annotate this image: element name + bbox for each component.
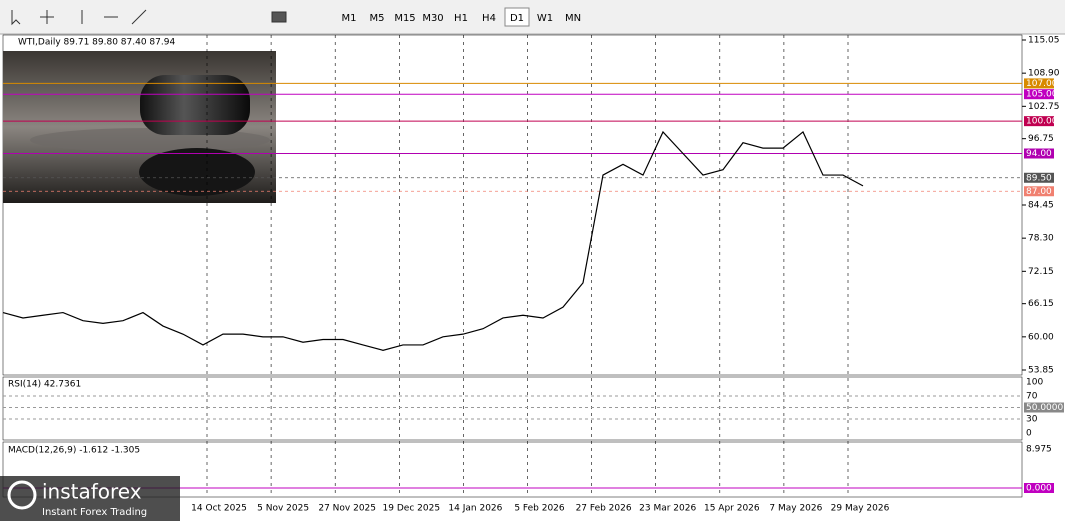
date-label: 19 Dec 2025 [383, 504, 441, 514]
date-label: 5 Nov 2025 [257, 504, 309, 514]
level-tag [1024, 116, 1054, 127]
date-label: 5 Feb 2026 [514, 504, 565, 514]
date-label: 23 Mar 2026 [639, 504, 696, 514]
level-tag [1024, 78, 1054, 89]
chart-header: WTI,Daily 89.71 89.80 87.40 87.94 [18, 38, 175, 48]
news-image [3, 51, 276, 203]
level-tag [1024, 148, 1054, 159]
macd-header: MACD(12,26,9) -1.612 -1.305 [8, 446, 140, 456]
rsi-label: 0 [1026, 429, 1032, 439]
timeframe-button[interactable]: W1 [537, 13, 553, 24]
level-label: 94.00 [1026, 149, 1052, 159]
date-label: 27 Feb 2026 [576, 504, 632, 514]
timeframe-button[interactable]: H4 [482, 13, 496, 24]
level-label: 105.00 [1026, 90, 1058, 100]
timeframe-button[interactable]: H1 [454, 13, 468, 24]
macd-tag [1024, 483, 1054, 493]
rsi-header: RSI(14) 42.7361 [8, 380, 81, 390]
price-label: 53.85 [1028, 366, 1054, 376]
tool-icons[interactable] [11, 9, 287, 26]
level-label: 107.00 [1026, 79, 1058, 89]
level-label: 89.50 [1026, 173, 1052, 183]
timeframe-button[interactable]: D1 [510, 13, 524, 24]
rsi-label: 100 [1026, 378, 1043, 388]
level-tag [1024, 89, 1054, 100]
price-line [2, 130, 864, 351]
price-label: 60.00 [1028, 332, 1054, 342]
rsi-label: 30 [1026, 415, 1038, 425]
date-label: 29 May 2026 [831, 504, 890, 514]
toolbar [0, 0, 1065, 34]
macd-label: 8.975 [1026, 445, 1052, 455]
date-label: 14 Jan 2026 [448, 504, 502, 514]
level-tag [1024, 172, 1054, 183]
level-label: 100.00 [1026, 117, 1058, 127]
price-label: 66.15 [1028, 299, 1054, 309]
rsi-pane [2, 376, 1023, 441]
date-label: 14 Oct 2025 [191, 504, 247, 514]
date-label: 7 May 2026 [769, 504, 822, 514]
price-label: 108.90 [1028, 69, 1060, 79]
level-label: 87.00 [1026, 187, 1052, 197]
logo: instaforex Instant Forex Trading [0, 476, 180, 521]
timeframe-button[interactable]: M15 [394, 13, 415, 24]
timeframe-button[interactable]: MN [565, 13, 581, 24]
level-tag [1024, 186, 1054, 197]
price-label: 78.30 [1028, 234, 1054, 244]
price-label: 96.75 [1028, 134, 1054, 144]
rsi-label: 50.0000 [1026, 403, 1063, 413]
logo-name: instaforex [42, 480, 142, 504]
macd-label: 0.000 [1026, 484, 1052, 494]
logo-tagline: Instant Forex Trading [42, 507, 147, 518]
rsi-label: 70 [1026, 392, 1038, 402]
timeframe-button[interactable]: M5 [370, 13, 385, 24]
rsi-tag [1024, 402, 1064, 413]
price-label: 115.05 [1028, 36, 1060, 46]
price-label: 72.15 [1028, 267, 1054, 277]
timeframe-button[interactable]: M30 [422, 13, 443, 24]
active-timeframe [504, 7, 530, 27]
price-label: 102.75 [1028, 102, 1060, 112]
price-label: 84.45 [1028, 201, 1054, 211]
timeframe-button[interactable]: M1 [342, 13, 357, 24]
date-label: 15 Apr 2026 [704, 504, 760, 514]
date-label: 27 Nov 2025 [318, 504, 376, 514]
